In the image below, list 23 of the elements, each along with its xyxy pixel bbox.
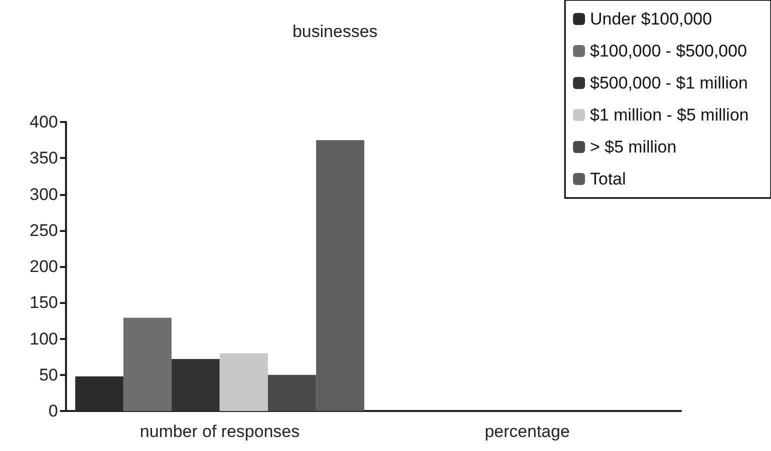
bar	[316, 140, 364, 411]
bar	[220, 353, 268, 411]
legend-label: Total	[590, 170, 626, 188]
legend-label: $1 million - $5 million	[590, 106, 749, 124]
y-tick-label: 100	[30, 329, 58, 348]
bar	[123, 318, 172, 411]
x-tick-label: percentage	[484, 422, 570, 441]
legend-label: Under $100,000	[590, 10, 712, 28]
bar	[172, 358, 220, 411]
y-tick-label: 300	[30, 184, 58, 204]
bar	[268, 374, 316, 411]
chart-title: businesses	[292, 22, 378, 41]
y-tick-label: 50	[39, 365, 58, 384]
x-tick-label: number of responses	[140, 422, 300, 441]
y-tick-label: 150	[30, 293, 58, 312]
y-tick-label: 200	[30, 257, 58, 276]
y-tick-label: 350	[30, 148, 58, 168]
legend-label: $500,000 - $1 million	[590, 74, 748, 92]
y-tick-label: 0	[48, 402, 58, 420]
y-tick-label: 400	[30, 112, 58, 132]
legend-label: > $5 million	[590, 138, 676, 156]
y-tick-label: 250	[30, 220, 58, 240]
legend-label: $100,000 - $500,000	[590, 42, 747, 60]
